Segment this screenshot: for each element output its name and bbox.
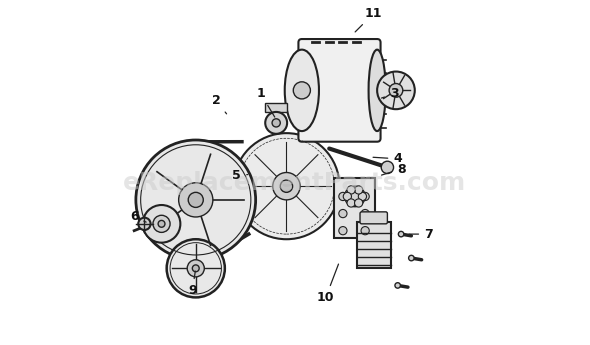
- Circle shape: [343, 193, 352, 200]
- Text: eReplacementParts.com: eReplacementParts.com: [123, 171, 467, 195]
- Circle shape: [188, 193, 204, 207]
- Circle shape: [138, 218, 150, 230]
- Circle shape: [347, 186, 355, 194]
- Circle shape: [166, 239, 225, 297]
- Ellipse shape: [369, 50, 386, 131]
- Circle shape: [358, 193, 366, 200]
- Circle shape: [347, 199, 355, 207]
- Circle shape: [266, 112, 287, 134]
- Text: 9: 9: [188, 271, 196, 297]
- Circle shape: [187, 260, 204, 277]
- Circle shape: [355, 186, 363, 194]
- Circle shape: [293, 82, 310, 99]
- Circle shape: [381, 161, 394, 174]
- Circle shape: [361, 193, 369, 200]
- Circle shape: [158, 220, 165, 227]
- Text: 5: 5: [232, 169, 248, 183]
- Circle shape: [389, 83, 403, 97]
- Ellipse shape: [285, 50, 319, 131]
- Text: 2: 2: [212, 94, 227, 114]
- Circle shape: [355, 199, 363, 207]
- Circle shape: [136, 140, 255, 260]
- Bar: [356, 222, 391, 268]
- FancyBboxPatch shape: [360, 212, 388, 224]
- Circle shape: [339, 193, 347, 200]
- Text: 11: 11: [355, 7, 382, 32]
- Circle shape: [361, 227, 369, 235]
- Circle shape: [153, 215, 170, 233]
- Bar: [335, 178, 375, 237]
- Circle shape: [272, 119, 280, 127]
- Text: 7: 7: [409, 228, 433, 240]
- Circle shape: [409, 255, 414, 261]
- Text: 8: 8: [382, 162, 405, 176]
- Circle shape: [280, 180, 293, 193]
- Circle shape: [395, 283, 401, 288]
- FancyBboxPatch shape: [299, 39, 381, 142]
- Bar: [266, 104, 287, 112]
- Text: 1: 1: [257, 87, 275, 117]
- Circle shape: [377, 71, 415, 109]
- Circle shape: [345, 186, 365, 207]
- Circle shape: [234, 133, 339, 239]
- Circle shape: [339, 227, 347, 235]
- Circle shape: [361, 209, 369, 218]
- Circle shape: [143, 205, 181, 243]
- Circle shape: [192, 265, 199, 272]
- Text: 10: 10: [317, 264, 339, 304]
- Circle shape: [179, 183, 213, 217]
- Circle shape: [339, 209, 347, 218]
- Circle shape: [273, 172, 300, 200]
- Text: 6: 6: [130, 210, 146, 224]
- Text: 4: 4: [373, 152, 402, 165]
- Circle shape: [398, 231, 404, 237]
- Text: 3: 3: [382, 87, 399, 100]
